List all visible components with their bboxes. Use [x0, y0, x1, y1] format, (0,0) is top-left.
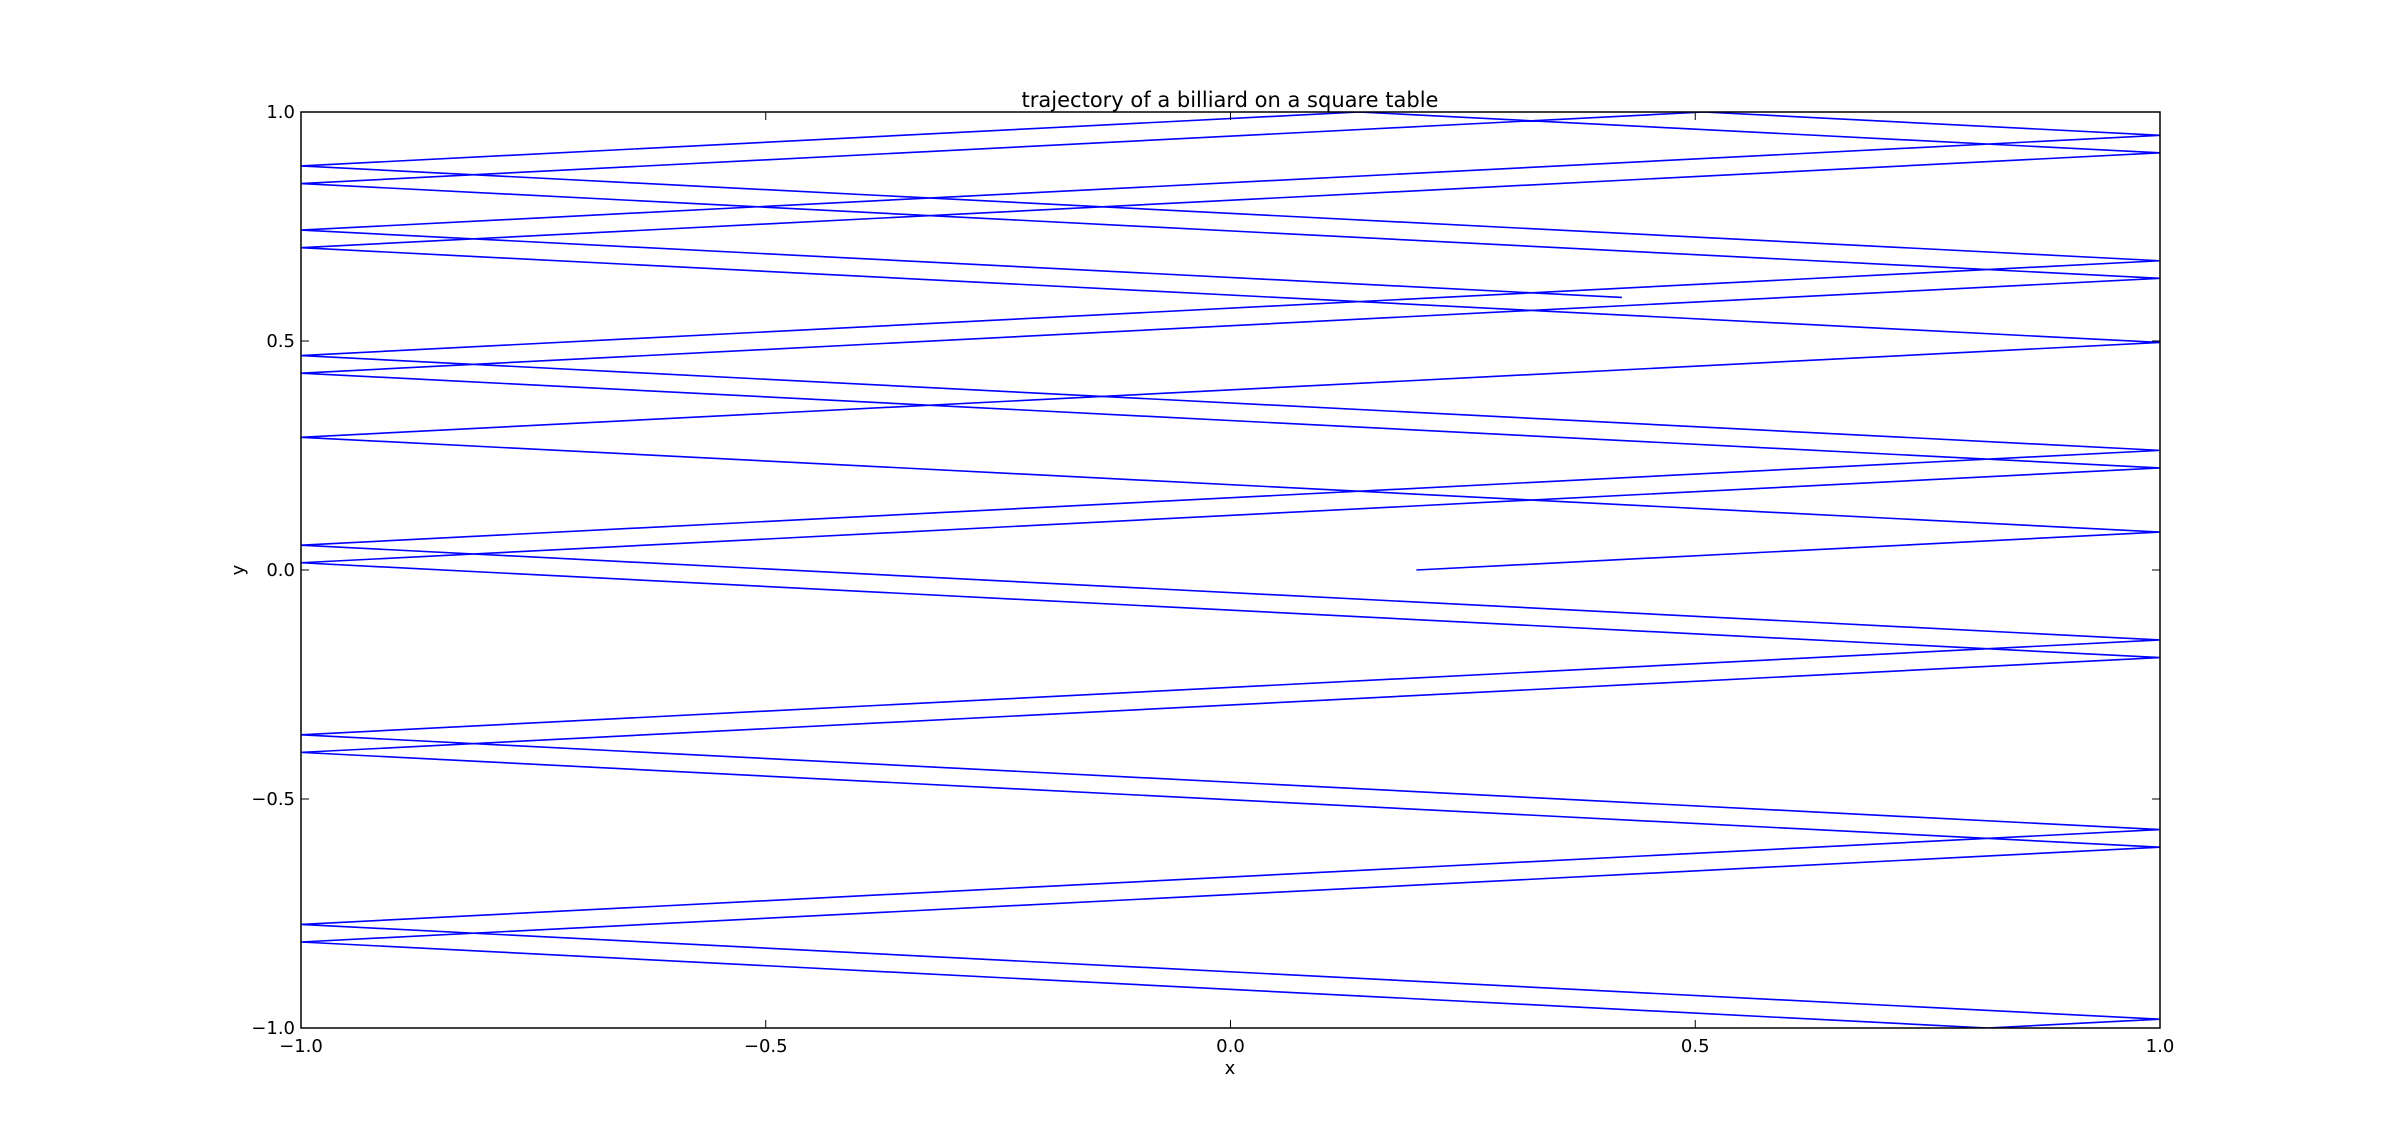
trajectory-layer — [301, 112, 2160, 1028]
y-tick-label: 1.0 — [266, 102, 295, 123]
y-tick-label: −0.5 — [251, 789, 295, 810]
y-tick-label: −1.0 — [251, 1018, 295, 1039]
x-tick-label: −0.5 — [744, 1036, 788, 1057]
y-axis-label: y — [228, 564, 249, 575]
y-axis: −1.0 −0.5 0.0 0.5 1.0 — [251, 102, 2160, 1039]
trajectory-line — [301, 112, 2160, 1028]
x-axis-label: x — [1225, 1058, 1236, 1079]
x-tick-label: −1.0 — [279, 1036, 323, 1057]
plot-frame — [300, 111, 2161, 1029]
x-tick-label: 0.0 — [1216, 1036, 1245, 1057]
y-tick-label: 0.0 — [266, 560, 295, 581]
y-tick-label: 0.5 — [266, 331, 295, 352]
x-tick-label: 0.5 — [1681, 1036, 1710, 1057]
x-axis: −1.0 −0.5 0.0 0.5 1.0 — [279, 112, 2174, 1057]
x-tick-label: 1.0 — [2146, 1036, 2175, 1057]
chart-title: trajectory of a billiard on a square tab… — [1022, 88, 1439, 112]
